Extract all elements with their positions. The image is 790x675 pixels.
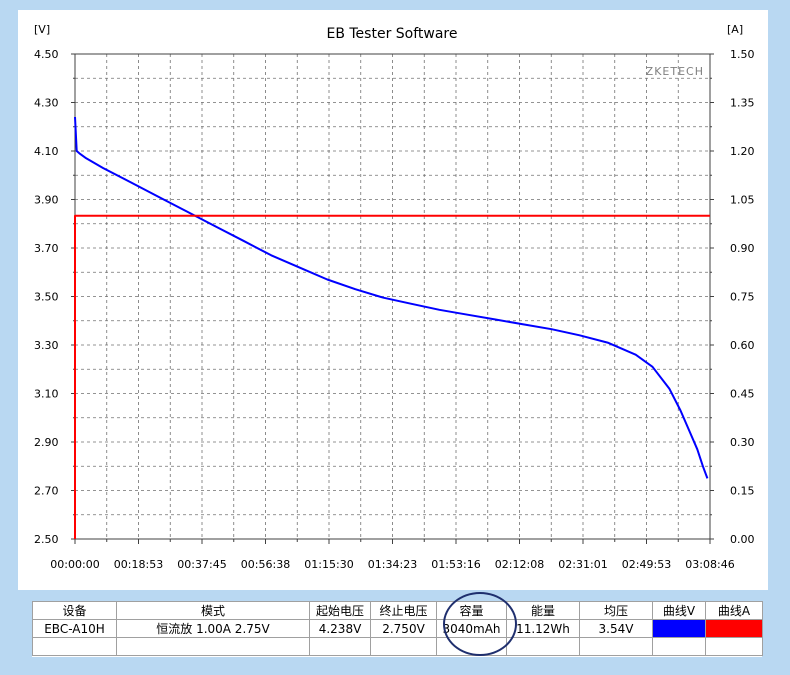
y-left-tick-label: 3.10: [34, 388, 59, 401]
cell-curve-a-color[interactable]: [705, 619, 763, 638]
x-tick-label: 01:34:23: [368, 558, 417, 571]
y-left-tick-label: 3.50: [34, 291, 59, 304]
y-right-tick-label: 0.60: [730, 339, 755, 352]
table-row[interactable]: EBC-A10H 恒流放 1.00A 2.75V 4.238V 2.750V 3…: [32, 619, 763, 638]
watermark: ZKETECH: [646, 65, 704, 78]
y-left-tick-label: 4.30: [34, 97, 59, 110]
header-device: 设备: [32, 601, 117, 620]
header-mode: 模式: [116, 601, 310, 620]
x-tick-label: 01:53:16: [431, 558, 480, 571]
cell-start-voltage: 4.238V: [309, 619, 371, 638]
table-empty-row: [32, 637, 763, 656]
x-tick-label: 00:56:38: [241, 558, 290, 571]
labels: EB Tester Software ZKETECH [V] [A] 4.50 4…: [34, 23, 755, 571]
current-series-line: [74, 214, 710, 539]
x-tick-label: 02:49:53: [622, 558, 671, 571]
y-right-tick-label: 0.45: [730, 388, 755, 401]
voltage-series-line: [74, 116, 709, 479]
cell-avg-voltage: 3.54V: [579, 619, 653, 638]
chart-svg: EB Tester Software ZKETECH [V] [A] 4.50 4…: [34, 23, 755, 571]
header-curve-a: 曲线A: [705, 601, 763, 620]
y-right-tick-label: 0.90: [730, 242, 755, 255]
cell-mode: 恒流放 1.00A 2.75V: [116, 619, 310, 638]
curve-a-swatch[interactable]: [706, 620, 762, 637]
summary-table-wrap: 设备 模式 起始电压 终止电压 容量 能量 均压 曲线V 曲线A EBC-A10…: [32, 601, 763, 657]
header-curve-v: 曲线V: [652, 601, 706, 620]
summary-table: 设备 模式 起始电压 终止电压 容量 能量 均压 曲线V 曲线A EBC-A10…: [32, 601, 763, 656]
y-left-tick-label: 4.50: [34, 48, 59, 61]
cell-energy: 11.12Wh: [506, 619, 580, 638]
y-left-unit: [V]: [34, 23, 50, 36]
chart-title: EB Tester Software: [326, 26, 457, 42]
chart-panel: EB Tester Software ZKETECH [V] [A] 4.50 4…: [18, 10, 768, 590]
y-left-tick-label: 2.90: [34, 436, 59, 449]
cell-end-voltage: 2.750V: [370, 619, 437, 638]
x-tick-label: 02:12:08: [495, 558, 544, 571]
y-right-tick-label: 0.00: [730, 533, 755, 546]
y-right-unit: [A]: [727, 23, 743, 36]
x-tick-label: 01:15:30: [304, 558, 353, 571]
cell-device: EBC-A10H: [32, 619, 117, 638]
cell-capacity: 3040mAh: [436, 619, 507, 638]
y-right-tick-label: 1.05: [730, 194, 755, 207]
y-right-tick-label: 1.35: [730, 97, 755, 110]
x-tick-label: 03:08:46: [685, 558, 734, 571]
header-capacity: 容量: [436, 601, 507, 620]
cell-curve-v-color[interactable]: [652, 619, 706, 638]
header-energy: 能量: [506, 601, 580, 620]
grid: [75, 54, 710, 539]
x-tick-label: 00:37:45: [177, 558, 226, 571]
y-left-tick-label: 2.70: [34, 485, 59, 498]
y-right-tick-label: 0.75: [730, 291, 755, 304]
header-end-voltage: 终止电压: [370, 601, 437, 620]
y-right-tick-label: 0.15: [730, 485, 755, 498]
y-right-tick-label: 1.50: [730, 48, 755, 61]
x-tick-label: 02:31:01: [558, 558, 607, 571]
x-tick-label: 00:00:00: [50, 558, 99, 571]
y-right-tick-label: 1.20: [730, 145, 755, 158]
table-header-row: 设备 模式 起始电压 终止电压 容量 能量 均压 曲线V 曲线A: [32, 601, 763, 620]
y-left-tick-label: 3.30: [34, 339, 59, 352]
header-start-voltage: 起始电压: [309, 601, 371, 620]
y-left-tick-label: 4.10: [34, 145, 59, 158]
curve-v-swatch[interactable]: [653, 620, 705, 637]
series: [74, 116, 710, 539]
header-avg-voltage: 均压: [579, 601, 653, 620]
y-left-tick-label: 2.50: [34, 533, 59, 546]
y-right-tick-label: 0.30: [730, 436, 755, 449]
y-left-tick-label: 3.90: [34, 194, 59, 207]
x-tick-label: 00:18:53: [114, 558, 163, 571]
y-left-tick-label: 3.70: [34, 242, 59, 255]
